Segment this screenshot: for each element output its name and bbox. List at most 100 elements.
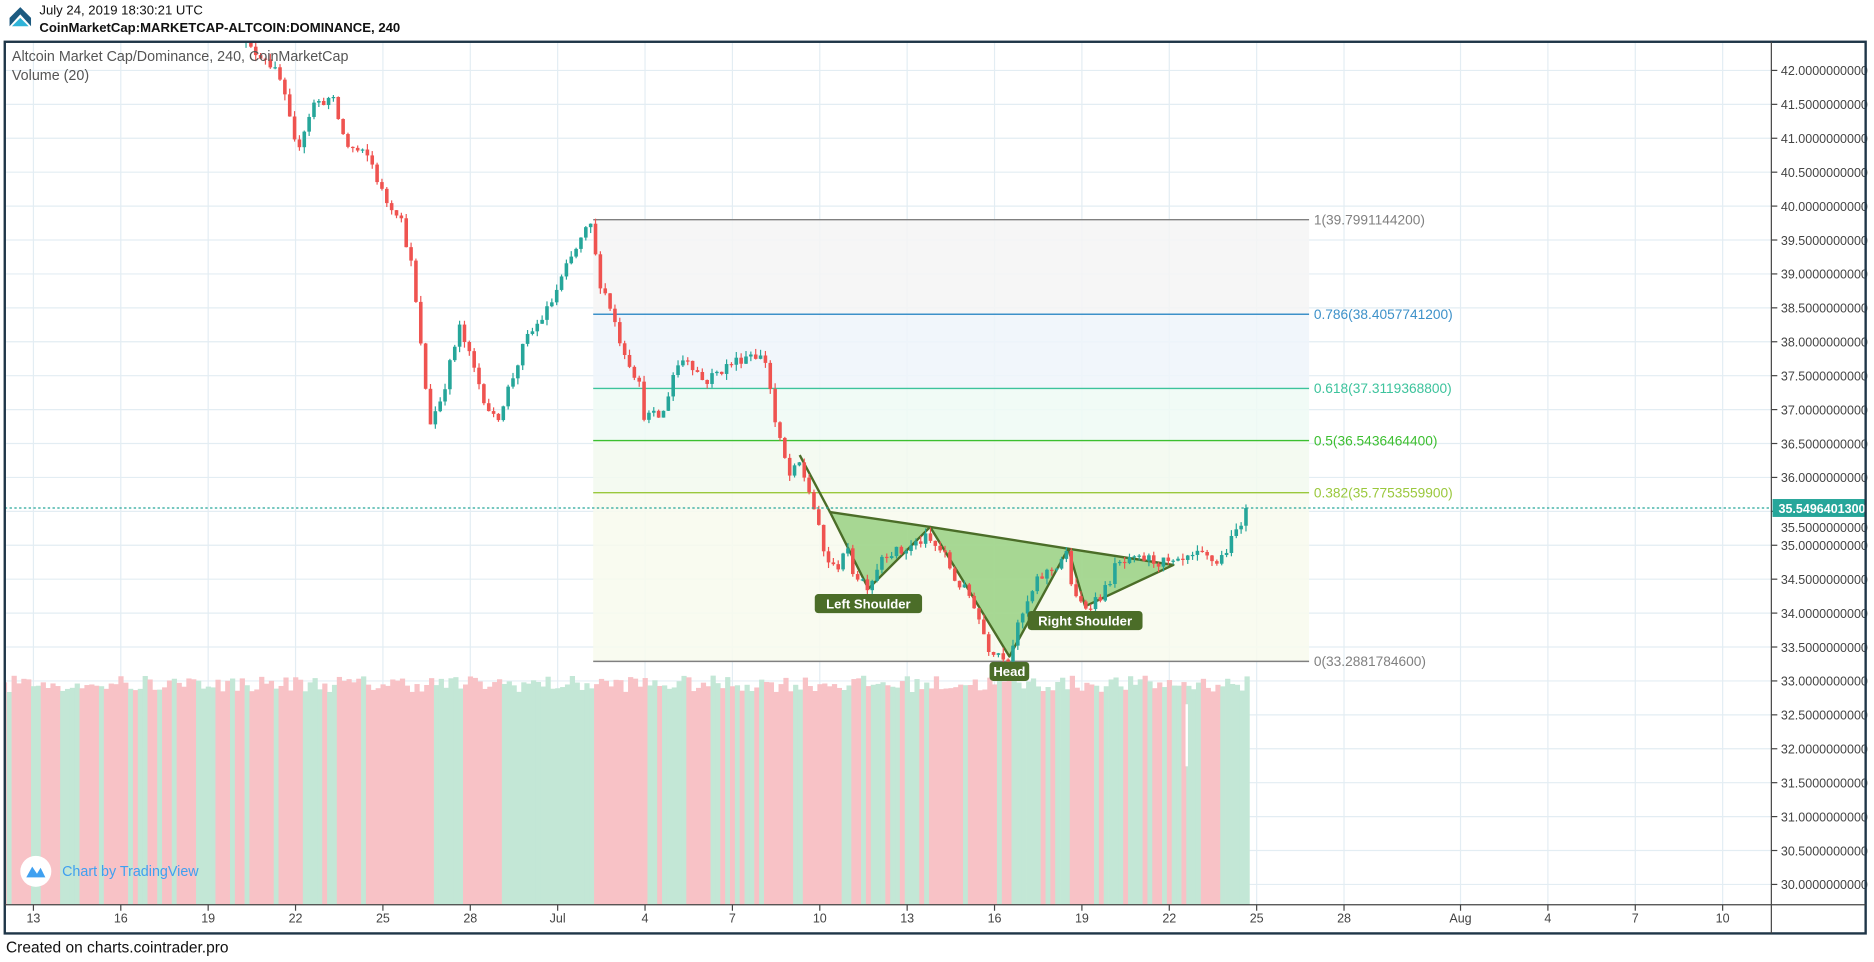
candle-down xyxy=(472,351,476,368)
pattern-label-bg xyxy=(1027,611,1143,631)
candle-down xyxy=(884,556,889,559)
volume-bar xyxy=(793,684,799,905)
volume-bar xyxy=(103,688,110,905)
price-tick-label: 36.0000000000 xyxy=(1781,471,1868,485)
volume-bar xyxy=(89,684,95,905)
candle-down xyxy=(428,388,433,425)
time-tick-label: 7 xyxy=(1632,912,1639,926)
candle-down xyxy=(336,97,341,120)
volume-bar xyxy=(467,676,474,905)
candle-up xyxy=(545,306,549,320)
volume-bar xyxy=(196,680,202,905)
right-shoulder-shape[interactable] xyxy=(1067,547,1175,608)
volume-bar xyxy=(380,684,386,905)
candle-up xyxy=(326,97,331,106)
candle-down xyxy=(355,147,360,151)
volume-bar xyxy=(1244,676,1250,905)
candle-down xyxy=(1122,561,1127,564)
price-axis[interactable]: 42.0000000000 41.5000000000 41.0000000000 4… xyxy=(1771,64,1868,892)
candle-down xyxy=(952,568,957,581)
volume-bar xyxy=(530,680,537,905)
volume-bar xyxy=(331,684,338,905)
candle-down xyxy=(593,223,598,255)
volume-bar xyxy=(1234,684,1241,905)
candle-up xyxy=(860,579,865,581)
candle-down xyxy=(982,619,986,635)
fib-level-label: 0.786(38.4057741200) xyxy=(1314,307,1453,322)
snapshot-timestamp: July 24, 2019 18:30:21 UTC xyxy=(39,3,203,18)
candle-up xyxy=(1132,556,1137,558)
candle-up xyxy=(724,364,729,374)
candle-down xyxy=(249,41,253,47)
candle-down xyxy=(258,55,263,59)
volume-bar xyxy=(244,685,250,905)
head-and-shoulders-pattern[interactable] xyxy=(798,454,1175,658)
candle-down xyxy=(783,437,787,458)
volume-bar xyxy=(346,679,352,905)
candle-down xyxy=(1050,569,1054,571)
candle-up xyxy=(749,354,753,357)
candle-down xyxy=(486,403,491,412)
candle-down xyxy=(787,457,792,476)
series-legend[interactable]: Altcoin Market Cap/Dominance, 240, CoinM… xyxy=(12,49,349,65)
candle-down xyxy=(268,59,273,68)
price-tick-label: 36.5000000000 xyxy=(1781,437,1868,451)
volume-bar xyxy=(293,677,299,905)
volume-bar xyxy=(899,681,906,905)
volume-bar xyxy=(181,686,187,905)
volume-bar xyxy=(657,685,663,905)
tradingview-watermark[interactable]: Chart by TradingView xyxy=(20,855,199,887)
watermark-text[interactable]: Chart by TradingView xyxy=(62,864,199,880)
candle-up xyxy=(870,580,874,591)
candle-down xyxy=(695,370,700,373)
volume-bar xyxy=(210,687,216,905)
candle-down xyxy=(351,146,355,149)
volume-bar xyxy=(1026,681,1032,905)
volume-bar xyxy=(812,691,818,905)
volume-bar xyxy=(710,675,716,905)
candle-up xyxy=(875,569,879,581)
candle-up xyxy=(734,357,739,365)
volume-bar xyxy=(788,691,794,905)
candle-up xyxy=(1190,554,1195,557)
price-tick-label: 40.0000000000 xyxy=(1781,200,1868,214)
candle-down xyxy=(938,545,942,551)
candle-down xyxy=(1142,555,1146,561)
volume-bar xyxy=(856,678,862,905)
candle-up xyxy=(744,356,748,364)
price-tick-label: 38.0000000000 xyxy=(1781,336,1868,350)
volume-bar xyxy=(1181,682,1187,905)
candle-down xyxy=(812,492,816,510)
footer-credit: Created on charts.cointrader.pro xyxy=(5,938,229,957)
volume-bar xyxy=(831,684,838,905)
candle-up xyxy=(792,465,797,476)
volume-bar xyxy=(1215,684,1221,905)
candle-up xyxy=(661,410,666,418)
candle-down xyxy=(263,58,268,60)
volume-bar xyxy=(220,691,226,905)
time-tick-label: 25 xyxy=(376,912,390,926)
candle-down xyxy=(1156,563,1161,567)
volume-legend[interactable]: Volume (20) xyxy=(12,68,89,84)
volume-bar xyxy=(545,676,551,905)
volume-bar xyxy=(662,685,668,905)
time-tick-label: 28 xyxy=(463,912,477,926)
volume-bar xyxy=(535,681,542,905)
volume-bar xyxy=(84,685,90,905)
time-axis[interactable]: 13 16 19 22 25 28 Jul 4 7 10 13 16 19 22 25 28 Aug 4 7 10 xyxy=(26,904,1730,926)
candle-down xyxy=(491,411,496,414)
volume-bar xyxy=(453,677,459,905)
candle-up xyxy=(904,550,908,554)
fibonacci-retracement[interactable]: 1(39.7991144200) 0.786(38.4057741200) 0.61… xyxy=(593,212,1453,669)
volume-bar xyxy=(341,680,347,905)
candle-up xyxy=(501,406,506,421)
candle-up xyxy=(452,346,457,361)
candle-up xyxy=(448,360,452,390)
volume-bar xyxy=(385,685,391,905)
volume-bar xyxy=(1152,688,1158,905)
volume-bar xyxy=(375,688,381,905)
volume-bar xyxy=(851,679,857,905)
volume-bar xyxy=(21,678,27,905)
